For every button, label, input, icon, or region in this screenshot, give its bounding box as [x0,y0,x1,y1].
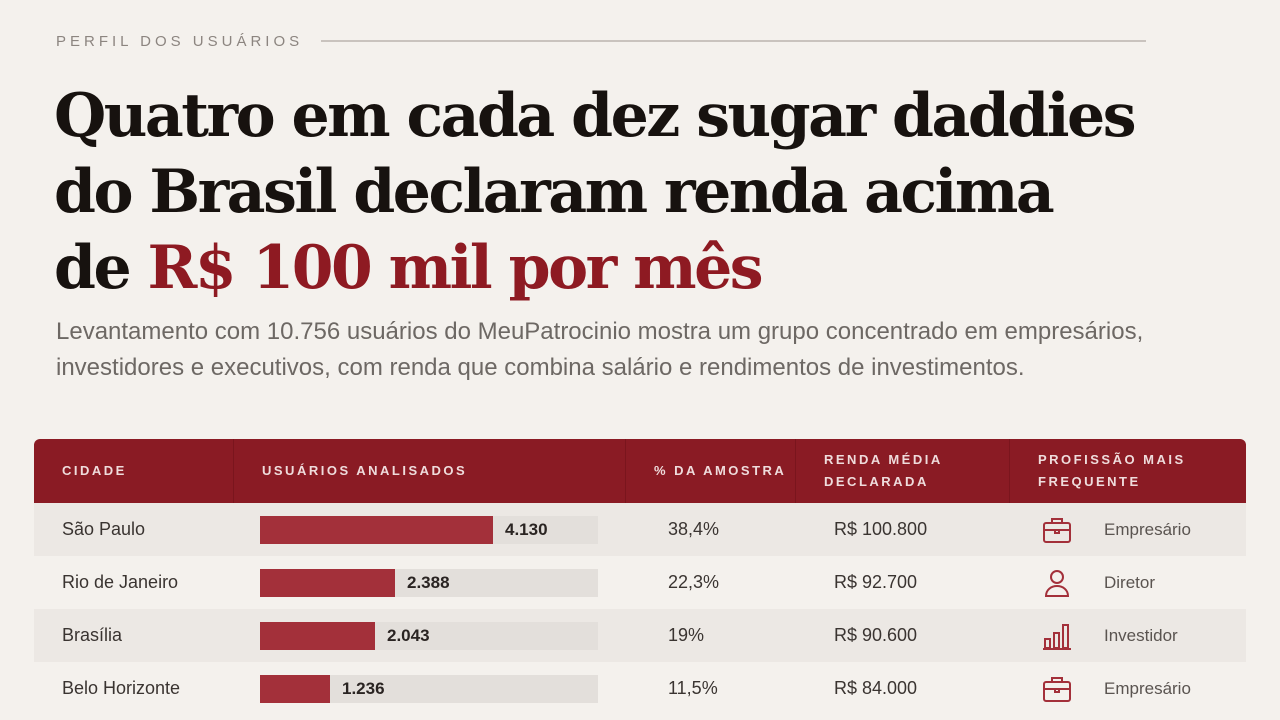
kicker-rule [321,40,1146,42]
table-body: São Paulo 4.130 38,4% R$ 100.800 Empresário R… [34,503,1246,715]
table-row: São Paulo 4.130 38,4% R$ 100.800 Empresário [34,503,1246,556]
bar-chart-icon [1040,619,1074,653]
row-profession: Diretor [1010,556,1246,609]
bar-track: 2.388 [260,569,598,597]
table-row: Rio de Janeiro 2.388 22,3% R$ 92.700 Diretor [34,556,1246,609]
bar [260,516,493,544]
headline: Quatro em cada dez sugar daddies do Bras… [54,78,1204,306]
row-pct: 11,5% [668,678,718,698]
profession-label: Diretor [1104,572,1156,592]
headline-accent: R$ 100 mil por mês [147,233,764,303]
row-users: 2.043 [234,609,626,662]
header-income: RENDA MÉDIA DECLARADA [796,439,1010,503]
subhead: Levantamento com 10.756 usuários do MeuP… [56,318,1144,381]
table-header: CIDADE USUÁRIOS ANALISADOS % DA AMOSTRA … [34,439,1246,503]
row-profession: Investidor [1010,609,1246,662]
row-city: Belo Horizonte [62,678,181,698]
row-pct: 22,3% [668,572,720,592]
kicker-text: PERFIL DOS USUÁRIOS [56,32,304,50]
row-city: Brasília [62,625,123,645]
bar-value-label: 2.388 [407,573,450,592]
bar-track: 4.130 [260,516,598,544]
header-users: USUÁRIOS ANALISADOS [234,439,626,503]
header-profession: PROFISSÃO MAIS FREQUENTE [1038,452,1186,489]
row-income: R$ 92.700 [834,572,918,592]
bar [260,622,375,650]
row-users: 2.388 [234,556,626,609]
bar-track: 1.236 [260,675,598,703]
header-city: CIDADE [34,439,234,503]
headline-line-1: Quatro em cada dez sugar daddies [54,81,1136,151]
bar-track: 2.043 [260,622,598,650]
row-income: R$ 84.000 [834,678,918,698]
row-pct: 19% [668,625,705,645]
row-profession: Empresário [1010,503,1246,556]
row-city: Rio de Janeiro [62,572,179,592]
row-pct: 38,4% [668,519,720,539]
profession-label: Empresário [1104,678,1191,698]
bar [260,569,395,597]
row-profession: Empresário [1010,662,1246,715]
bar-value-label: 2.043 [387,626,430,645]
bar [260,675,330,703]
briefcase-icon [1040,672,1074,706]
row-income: R$ 90.600 [834,625,918,645]
profession-label: Investidor [1104,625,1178,645]
header-pct: % DA AMOSTRA [626,439,796,503]
briefcase-icon [1040,513,1074,547]
profession-label: Empresário [1104,519,1191,539]
table-row: Belo Horizonte 1.236 11,5% R$ 84.000 Empresá… [34,662,1246,715]
headline-line-3-prefix: de [54,233,148,303]
table-row: Brasília 2.043 19% R$ 90.600 Investidor [34,609,1246,662]
bar-value-label: 4.130 [505,520,548,539]
row-income: R$ 100.800 [834,519,928,539]
data-table: CIDADE USUÁRIOS ANALISADOS % DA AMOSTRA … [34,439,1246,715]
row-city: São Paulo [62,519,146,539]
headline-line-2: do Brasil declaram renda acima [54,157,1055,227]
row-users: 4.130 [234,503,626,556]
person-icon [1040,566,1074,600]
kicker: PERFIL DOS USUÁRIOS [56,30,1146,52]
bar-value-label: 1.236 [342,679,385,698]
row-users: 1.236 [234,662,626,715]
